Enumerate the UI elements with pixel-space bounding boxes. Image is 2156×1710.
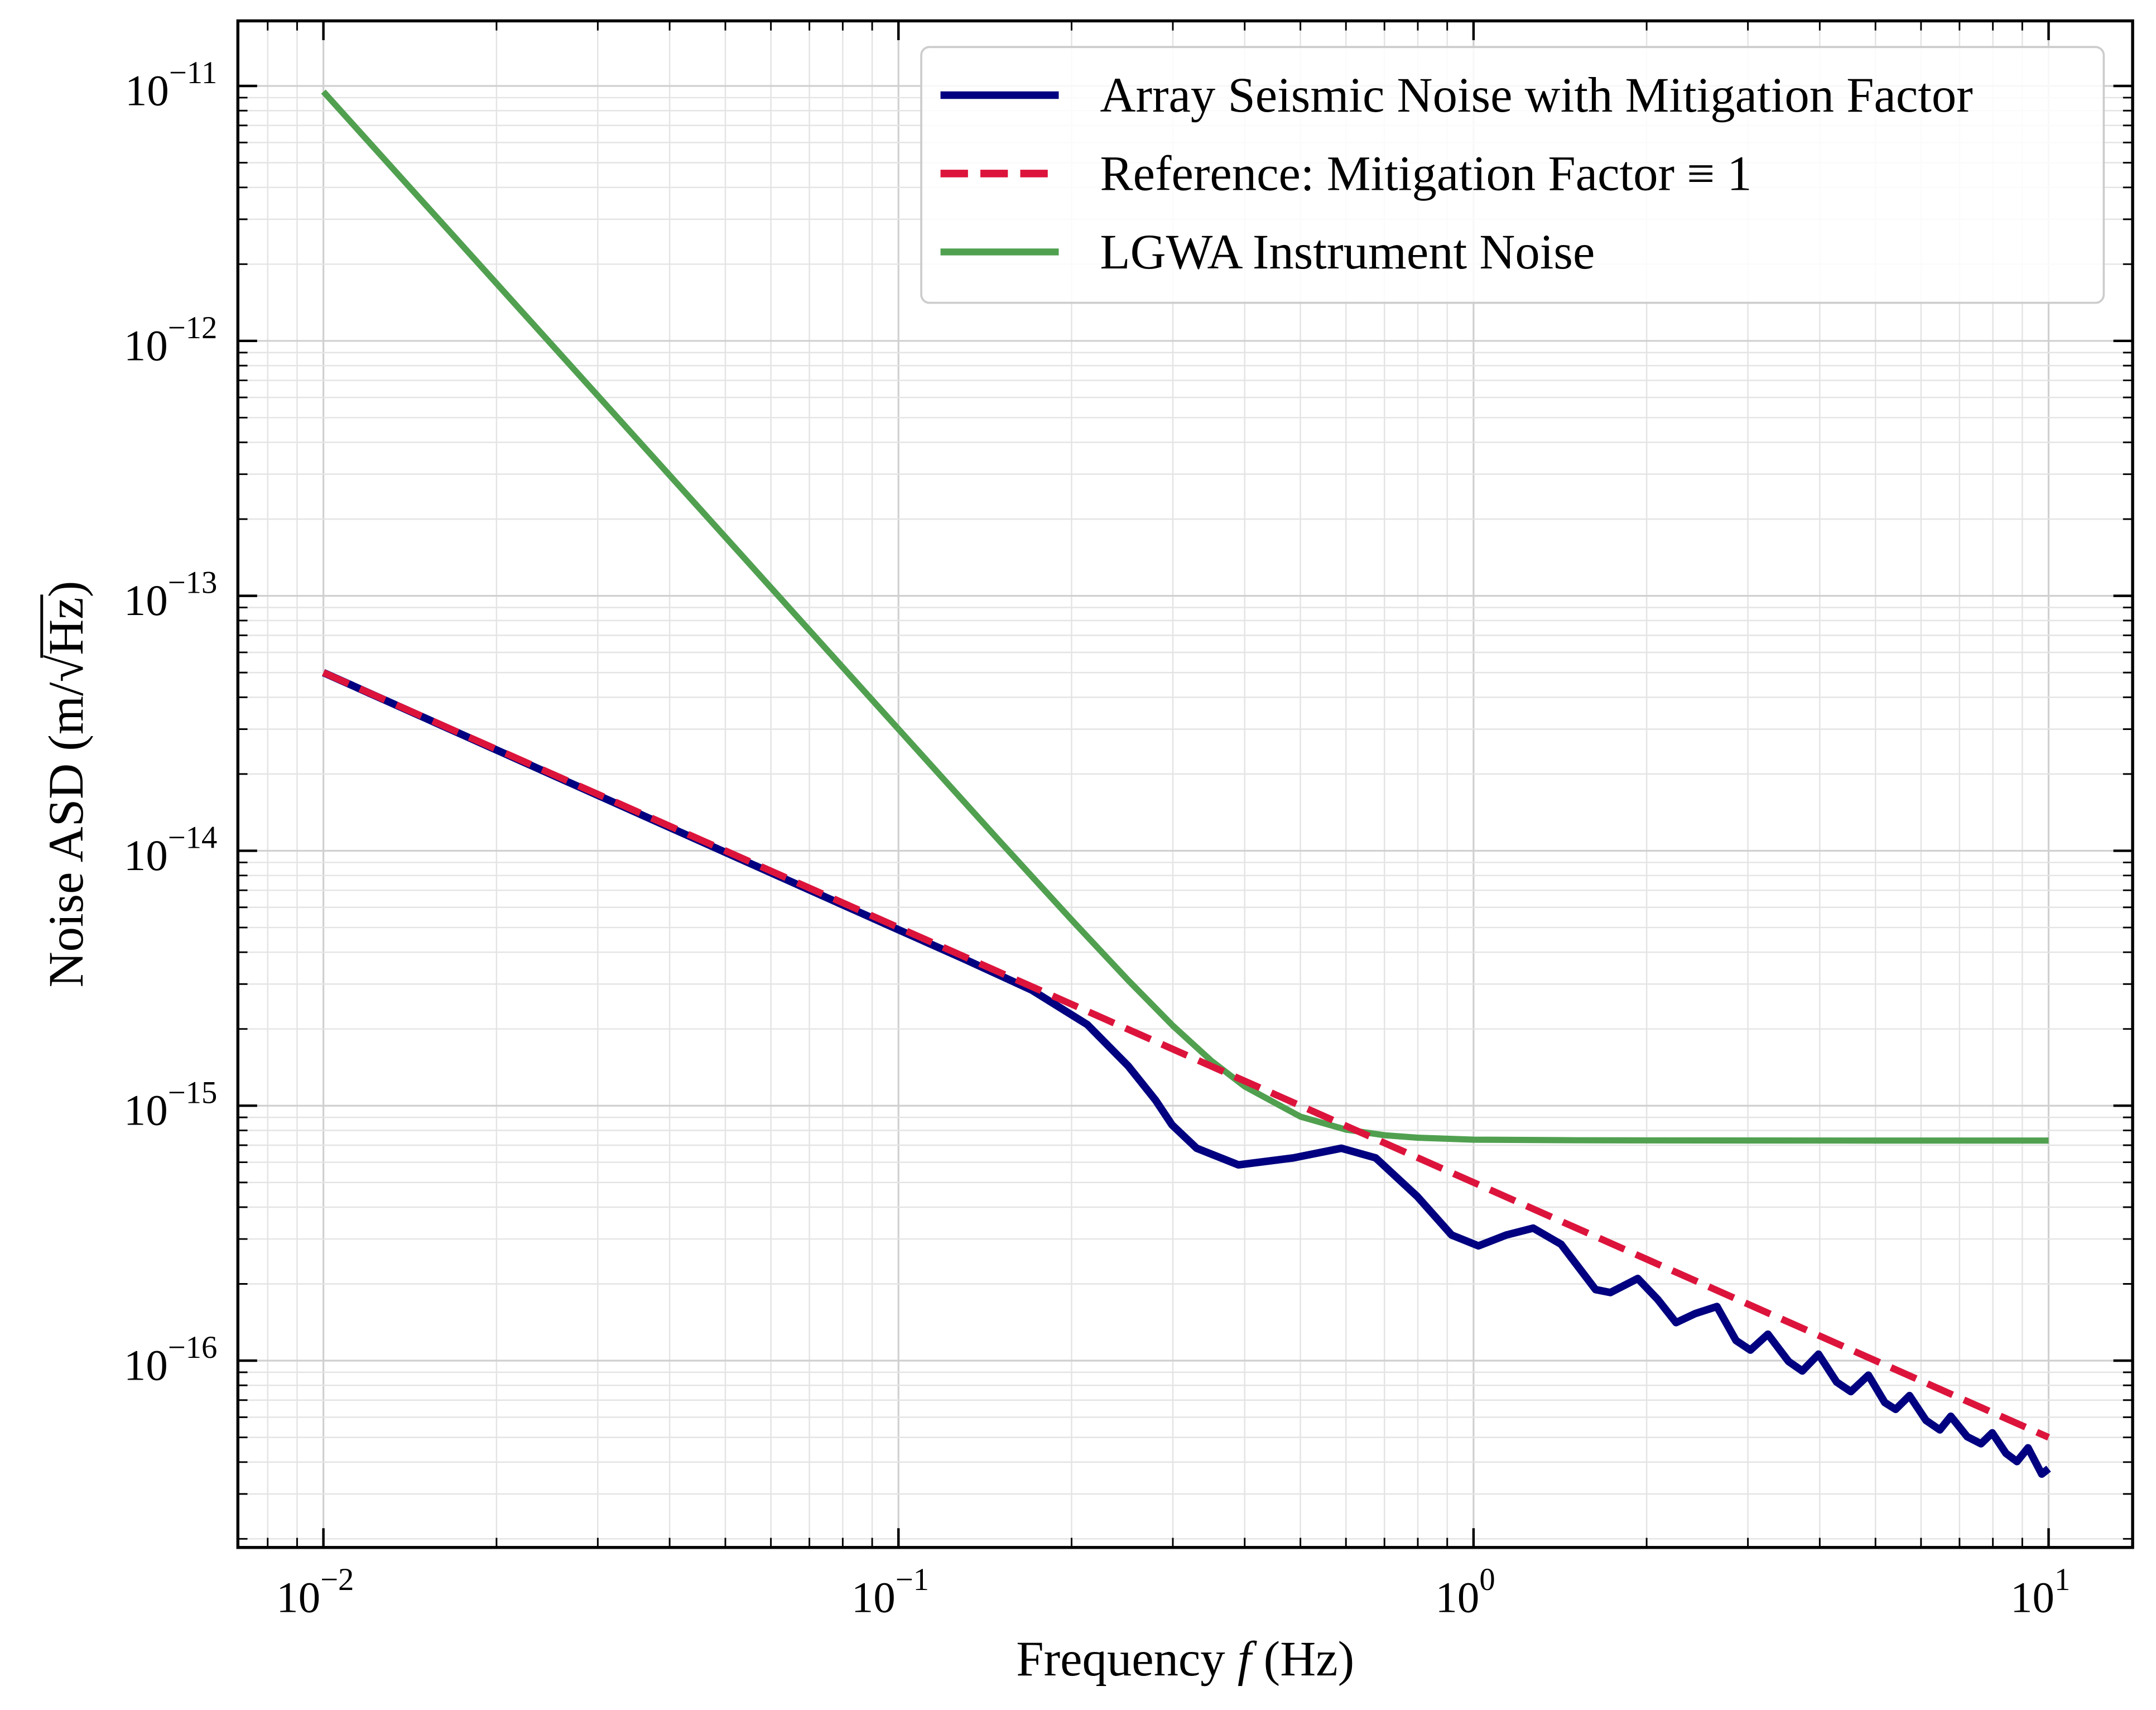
legend: Array Seismic Noise with Mitigation Fact…: [920, 46, 2105, 304]
series-lines: [321, 89, 2051, 1478]
series-array-seismic-noise: [321, 669, 2051, 1478]
y-tick-label: 10−11: [125, 56, 217, 115]
x-tick-label: 10−2: [276, 1563, 354, 1622]
legend-box: [920, 46, 2105, 304]
y-tick-label: 10−13: [124, 566, 217, 625]
legend-label-lgwa: LGWA Instrument Noise: [1100, 225, 1595, 280]
series-reference: [322, 669, 2051, 1441]
y-axis-label: Noise ASD (m/√Hz): [39, 581, 94, 988]
x-tick-label: 100: [1436, 1563, 1495, 1622]
x-tick-label: 10−1: [851, 1563, 929, 1622]
plot-frame: [236, 19, 2134, 1549]
y-tick-label: 10−16: [124, 1330, 217, 1390]
legend-label-reference: Reference: Mitigation Factor ≡ 1: [1100, 147, 1751, 201]
series-lgwa-instrument-noise: [321, 89, 2049, 1144]
tick-labels: 10−2 10−1 100 101 10−11 10−12 10−13 10−14 10−15 1…: [124, 56, 2070, 1622]
y-tick-label: 10−14: [124, 820, 217, 880]
x-axis-label: Frequency f (Hz): [1016, 1632, 1354, 1687]
svg-text:Noise ASD (m/√Hz): Noise ASD (m/√Hz): [39, 581, 94, 988]
y-tick-label: 10−15: [124, 1075, 217, 1135]
ticks: [238, 21, 2133, 1548]
legend-label-array-seismic: Array Seismic Noise with Mitigation Fact…: [1100, 68, 1972, 123]
x-tick-label: 101: [2010, 1563, 2070, 1622]
y-tick-label: 10−12: [124, 311, 217, 370]
